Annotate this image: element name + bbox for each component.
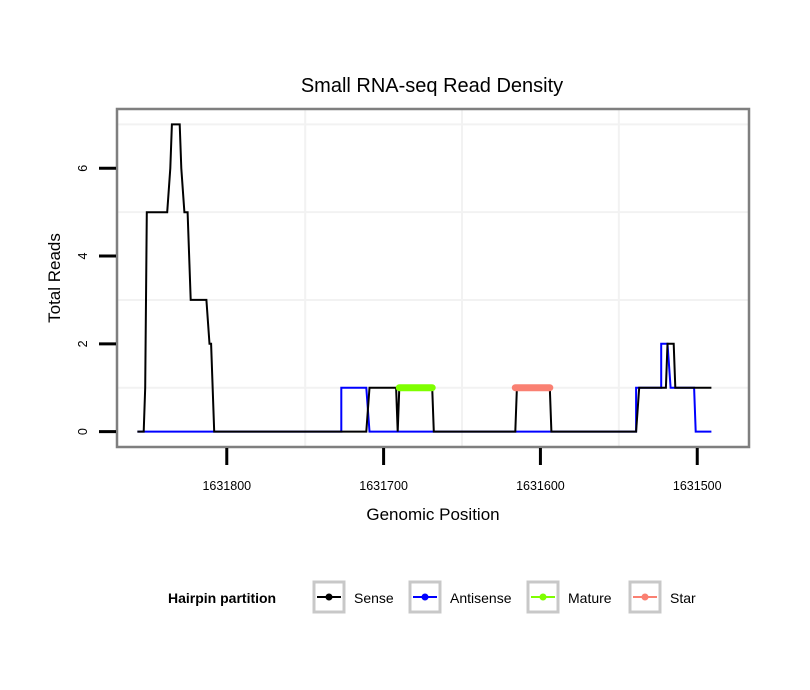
legend-key-point [539, 593, 547, 601]
y-tick-label: 0 [76, 428, 90, 435]
x-axis: 1631800 1631700 1631600 1631500 [202, 448, 722, 493]
x-tick-label: 1631600 [516, 479, 565, 493]
legend-label: Antisense [450, 590, 512, 606]
y-axis-title: Total Reads [45, 233, 64, 323]
legend-label: Sense [354, 590, 394, 606]
y-tick-label: 4 [76, 253, 90, 260]
y-axis: 0 2 4 6 [76, 165, 116, 435]
legend-key-point [421, 593, 429, 601]
data-series [137, 123, 712, 433]
legend-key-point [641, 593, 649, 601]
legend: Hairpin partition Sense Antisense Mature St… [168, 580, 696, 614]
series-sense-line [137, 123, 712, 433]
legend-label: Star [670, 590, 696, 606]
legend-title: Hairpin partition [168, 590, 276, 606]
x-tick-label: 1631800 [202, 479, 251, 493]
plot-panel-border [115, 107, 751, 449]
chart-title: Small RNA-seq Read Density [301, 75, 563, 97]
legend-item-sense: Sense [312, 580, 394, 614]
legend-item-antisense: Antisense [408, 580, 512, 614]
legend-key-point [325, 593, 333, 601]
legend-label: Mature [568, 590, 612, 606]
legend-item-mature: Mature [526, 580, 612, 614]
x-tick-label: 1631500 [673, 479, 722, 493]
x-axis-title: Genomic Position [366, 505, 499, 524]
x-tick-label: 1631700 [359, 479, 408, 493]
grid-lines [117, 109, 749, 447]
y-tick-label: 2 [76, 340, 90, 347]
legend-item-star: Star [628, 580, 696, 614]
y-tick-label: 6 [76, 165, 90, 172]
